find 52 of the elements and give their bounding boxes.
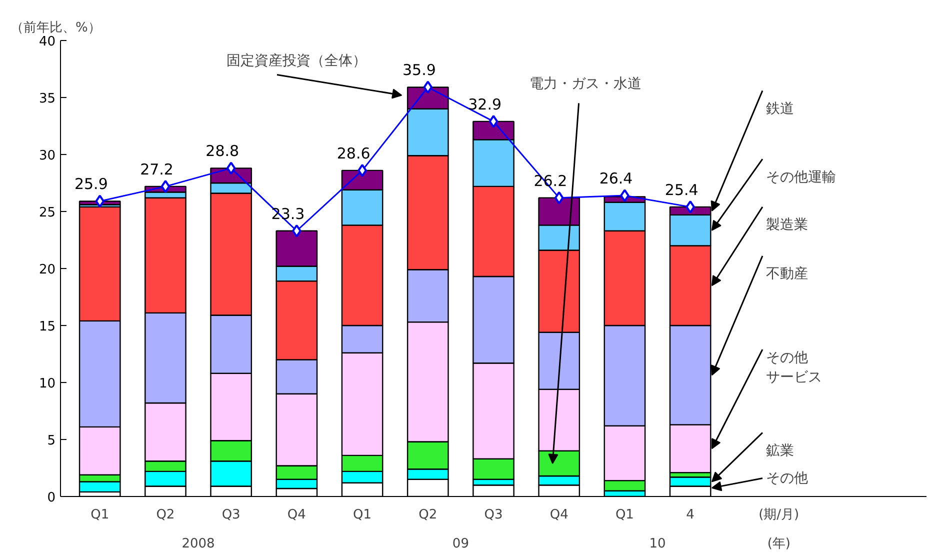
x-tick-label: Q1 [353,508,372,522]
point [620,189,630,202]
data-label: 28.8 [206,142,240,160]
y-tick-label: 5 [47,434,56,448]
text: 10 [649,536,666,552]
text: (期/月) [758,508,800,522]
point [423,80,433,94]
y-axis-title: （前年比、%） [10,20,101,36]
point [358,164,367,177]
point [686,200,695,214]
data-label: 28.6 [336,144,370,162]
legend-label: その他 [766,470,808,486]
text: (年) [767,536,790,552]
y-tick-label: 10 [38,376,56,392]
data-label: 25.4 [664,180,698,199]
x-tick-label: Q4 [287,508,306,522]
point [160,180,170,193]
text: 固定資産投資（全体） [226,53,367,69]
text: その他サービス [766,350,822,386]
x-tick-label: Q1 [615,508,634,522]
y-tick-label: 20 [38,262,56,278]
x-tick-label: Q2 [156,508,175,522]
data-label: 32.9 [468,95,502,114]
text: 製造業 [766,217,808,234]
text: 鉱業 [766,442,794,459]
y-tick-label: 25 [38,206,56,220]
text: その他運輸 [766,169,836,186]
point [292,224,302,238]
text: 鉄道 [766,100,794,117]
x-tick-label: Q4 [550,508,568,522]
text: 2008 [182,536,215,552]
x-tick-label: Q1 [90,508,110,522]
x-tick-label: Q3 [222,508,240,522]
text: 電力・ガス・水道 [529,76,642,92]
data-label: 25.9 [74,175,108,194]
y-tick-label: 15 [38,320,56,334]
point [488,114,498,128]
text: 不動産 [766,266,808,282]
point [226,162,236,175]
data-label: 35.9 [402,61,436,80]
data-label: 26.4 [599,170,633,188]
data-label: 27.2 [140,160,174,178]
y-tick-label: 0 [47,490,56,506]
point [554,191,564,204]
y-tick-label: 40 [38,34,56,50]
x-tick-label: 4 [686,508,694,522]
x-tick-label: Q3 [484,508,503,522]
text: 09 [452,536,469,552]
y-tick-label: 35 [38,92,56,106]
y-tick-label: 30 [38,148,56,164]
x-tick-label: Q2 [418,508,438,522]
point [95,194,105,208]
